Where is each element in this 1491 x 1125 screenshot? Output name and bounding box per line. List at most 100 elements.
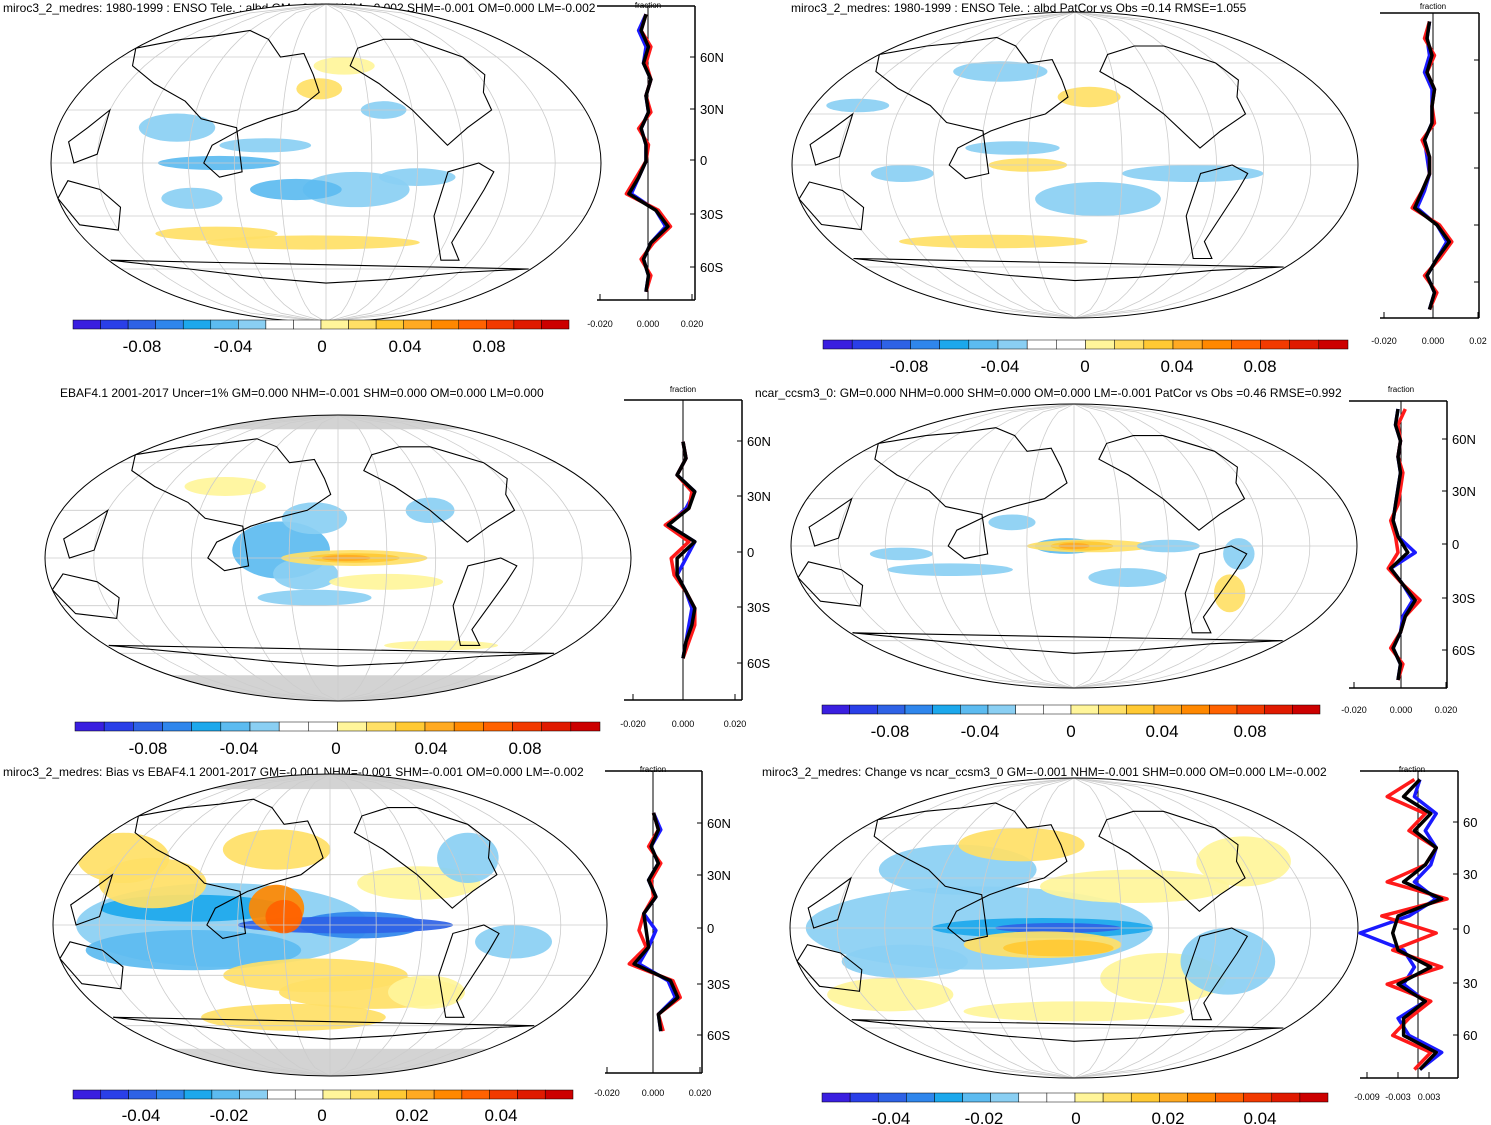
- gridline-meridian: [836, 778, 1075, 1078]
- gridline-meridian: [978, 778, 1075, 1078]
- gridline-meridian: [979, 404, 1075, 688]
- zonal-x-tick-label: 0.020: [681, 319, 704, 329]
- zonal-lat-label: 0: [747, 545, 754, 560]
- colorbar: -0.04 -0.02 0 0.02 0.04: [821, 1092, 1329, 1125]
- colorbar-swatch: [403, 319, 432, 330]
- colorbar-swatch: [1271, 1092, 1301, 1103]
- zonal-x-tick-label: 0.020: [1435, 705, 1458, 715]
- anomaly-region: [1223, 538, 1255, 570]
- coastline: [131, 29, 320, 178]
- colorbar-swatch: [1215, 1092, 1244, 1103]
- gridline-meridian: [239, 415, 339, 701]
- colorbar-label: -0.04: [220, 739, 259, 758]
- zonal-header: fraction: [635, 1, 661, 10]
- anomaly-region: [1003, 939, 1114, 957]
- coastline: [875, 36, 1069, 180]
- colorbar-swatch: [127, 319, 156, 330]
- colorbar-swatch: [350, 1089, 379, 1100]
- gridline-meridian: [237, 774, 331, 1076]
- colorbar-swatch: [1187, 1092, 1216, 1103]
- colorbar-swatch: [249, 721, 280, 732]
- coastline: [1099, 45, 1247, 149]
- coastline: [1185, 164, 1249, 260]
- colorbar-swatch: [1102, 1092, 1132, 1103]
- gridline-meridian: [325, 4, 373, 322]
- colorbar-label: -0.08: [123, 337, 162, 356]
- colorbar-swatch: [133, 721, 163, 732]
- coastline: [363, 446, 516, 543]
- zonal-x-tick-label: 0.000: [642, 1088, 665, 1098]
- colorbar-swatch: [1074, 1092, 1104, 1103]
- colorbar-swatch: [100, 1089, 129, 1100]
- gridline-meridian: [325, 4, 556, 322]
- coastline: [452, 557, 518, 646]
- colorbar-swatch: [220, 721, 251, 732]
- map-field: [792, 12, 1358, 318]
- map-field: [791, 404, 1357, 688]
- map-field: [790, 778, 1358, 1078]
- panel-p5: miroc3_2_medres: Bias vs EBAF4.1 2001-20…: [3, 765, 731, 1125]
- anomaly-region: [887, 563, 1013, 576]
- colorbar-swatch: [1098, 704, 1127, 715]
- zonal-mean-panel: fraction -0.009 -0.003 0.003 60 30 0 30 60: [1354, 765, 1477, 1102]
- colorbar-label: 0: [1080, 357, 1089, 376]
- colorbar-swatch: [939, 339, 970, 350]
- zonal-series-blue: [1358, 778, 1444, 1071]
- gridline-meridian: [1074, 12, 1170, 318]
- zonal-x-tick-label: 0.000: [637, 319, 660, 329]
- zonal-lat-label: 60N: [1452, 432, 1476, 447]
- colorbar-swatch: [72, 319, 101, 330]
- zonal-lat-label: 30S: [747, 600, 770, 615]
- anomaly-region: [870, 165, 934, 182]
- coastline: [110, 259, 529, 284]
- zonal-lat-label: 60N: [747, 434, 771, 449]
- map-border: [44, 414, 632, 702]
- gridline-meridian: [1073, 404, 1122, 688]
- gridline-meridian: [191, 415, 339, 701]
- gridline-meridian: [337, 415, 485, 701]
- colorbar-swatch: [458, 319, 487, 330]
- gridline-meridian: [96, 4, 327, 322]
- colorbar-label: -0.08: [129, 739, 168, 758]
- panel-p1: miroc3_2_medres: 1980-1999 : ENSO Tele. …: [3, 1, 724, 356]
- zonal-series-red: [1380, 778, 1449, 1071]
- colorbar-swatch: [430, 319, 460, 330]
- colorbar-label: 0: [1066, 722, 1075, 741]
- colorbar: -0.04 -0.02 0 0.02 0.04: [72, 1089, 574, 1125]
- colorbar-swatch: [182, 319, 212, 330]
- zonal-lat-label: 30N: [747, 489, 771, 504]
- colorbar-swatch: [406, 1089, 435, 1100]
- zonal-x-tick-label: -0.009: [1354, 1092, 1380, 1102]
- coastline: [1184, 545, 1248, 634]
- colorbar-swatch: [162, 721, 192, 732]
- anomaly-region: [869, 547, 933, 561]
- colorbar-swatch: [544, 1089, 574, 1100]
- gridline-meridian: [329, 774, 377, 1076]
- colorbar-swatch: [932, 704, 961, 715]
- colorbar-swatch: [433, 1089, 463, 1100]
- colorbar-swatch: [1043, 704, 1072, 715]
- gridline-meridian: [1073, 778, 1312, 1078]
- colorbar-swatch: [128, 1089, 157, 1100]
- coastline: [1098, 435, 1246, 531]
- colorbar-swatch: [239, 1089, 268, 1100]
- gridline-meridian: [1026, 404, 1075, 688]
- coastline: [809, 112, 854, 166]
- colorbar-label: -0.04: [214, 337, 253, 356]
- colorbar-swatch: [987, 704, 1016, 715]
- gridline-meridian: [233, 4, 327, 322]
- anomaly-region: [313, 57, 375, 75]
- colorbar-swatch: [849, 704, 878, 715]
- zonal-lat-label: 30N: [1452, 484, 1476, 499]
- colorbar-swatch: [183, 1089, 213, 1100]
- colorbar-label: -0.04: [122, 1106, 161, 1125]
- coastline: [853, 257, 1284, 282]
- colorbar-swatch: [821, 1092, 851, 1103]
- colorbar-swatch: [461, 1089, 490, 1100]
- colorbar-label: -0.04: [981, 357, 1020, 376]
- colorbar-label: 0.04: [1160, 357, 1193, 376]
- colorbar-swatch: [1143, 339, 1174, 350]
- zonal-x-tick-label: 0.000: [1390, 705, 1413, 715]
- colorbar-label: 0: [331, 739, 340, 758]
- zonal-series-black: [632, 812, 680, 1032]
